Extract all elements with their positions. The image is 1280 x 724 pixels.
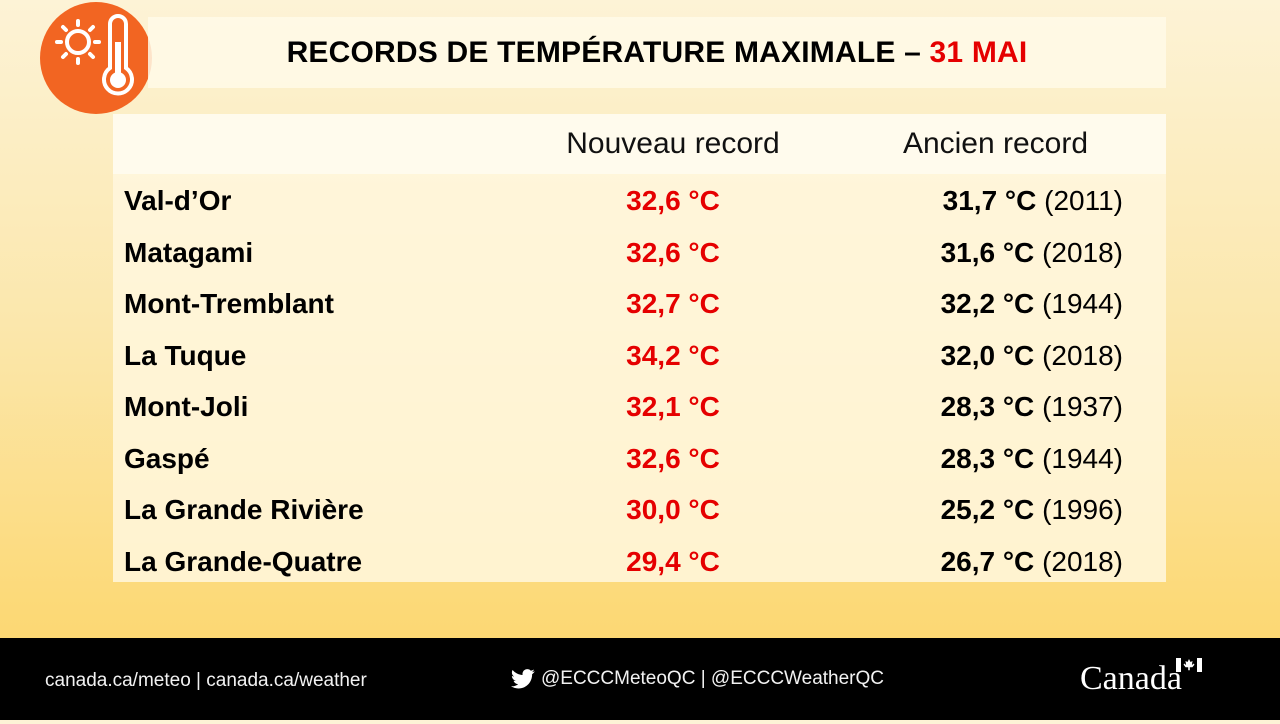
old-record: 28,3 °C (1937) xyxy=(873,381,1123,433)
footer-twitter[interactable]: @ECCCMeteoQC | @ECCCWeatherQC xyxy=(511,638,884,720)
station-name: Mont-Joli xyxy=(124,391,249,422)
old-record: 28,3 °C (1944) xyxy=(873,433,1123,485)
column-header-new-record: Nouveau record xyxy=(566,127,780,160)
title-date: 31 MAI xyxy=(929,35,1028,69)
new-record-value: 32,6 °C xyxy=(626,185,720,216)
table-row: Gaspé 32,6 °C 28,3 °C (1944) xyxy=(113,433,1166,485)
station-name: Val-d’Or xyxy=(124,185,232,216)
title-main: RECORDS DE TEMPÉRATURE MAXIMALE – xyxy=(286,35,930,69)
table-header: Nouveau record Ancien record xyxy=(113,114,1166,174)
station-name: La Grande Rivière xyxy=(124,494,364,525)
station-name: La Tuque xyxy=(124,339,247,371)
old-record: 32,0 °C (2018) xyxy=(873,330,1123,382)
new-record-value: 34,2 °C xyxy=(626,339,720,371)
old-record: 25,2 °C (1996) xyxy=(873,484,1123,536)
station-name: La Grande-Quatre xyxy=(124,545,363,577)
table-row: Val-d’Or 32,6 °C 31,7 °C (2011) xyxy=(113,175,1166,227)
old-record-value: 32,2 °C xyxy=(940,288,1035,319)
table-row: La Tuque 34,2 °C 32,0 °C (2018) xyxy=(113,330,1166,382)
old-record-year: (1996) xyxy=(1042,494,1123,525)
station-name: Mont-Tremblant xyxy=(124,288,334,319)
canada-wordmark: Canada xyxy=(1080,654,1208,704)
old-record-value: 25,2 °C xyxy=(940,494,1035,525)
title-bar: RECORDS DE TEMPÉRATURE MAXIMALE – 31 MAI xyxy=(148,17,1166,88)
page-title: RECORDS DE TEMPÉRATURE MAXIMALE – 31 MAI xyxy=(287,36,1028,70)
old-record-value: 28,3 °C xyxy=(940,391,1035,422)
footer-websites[interactable]: canada.ca/meteo | canada.ca/weather xyxy=(45,670,367,691)
old-record-value: 31,6 °C xyxy=(940,236,1035,268)
table-row: La Grande Rivière 30,0 °C 25,2 °C (1996) xyxy=(113,484,1166,536)
old-record-value: 32,0 °C xyxy=(940,339,1035,371)
table-row: Matagami 32,6 °C 31,6 °C (2018) xyxy=(113,227,1166,279)
new-record-value: 32,7 °C xyxy=(626,288,720,319)
new-record-value: 30,0 °C xyxy=(626,494,720,525)
old-record: 31,7 °C (2011) xyxy=(873,175,1123,227)
old-record-value: 31,7 °C xyxy=(942,185,1037,216)
old-record-year: (2011) xyxy=(1044,185,1123,216)
sun-thermometer-icon xyxy=(38,2,154,114)
new-record-value: 32,1 °C xyxy=(626,391,720,422)
old-record-year: (1944) xyxy=(1042,288,1123,319)
table-row: La Grande-Quatre 29,4 °C 26,7 °C (2018) xyxy=(113,536,1166,588)
new-record-value: 32,6 °C xyxy=(626,236,720,268)
table-row: Mont-Tremblant 32,7 °C 32,2 °C (1944) xyxy=(113,278,1166,330)
old-record-year: (2018) xyxy=(1042,339,1123,371)
table-body: Val-d’Or 32,6 °C 31,7 °C (2011) Matagami… xyxy=(113,174,1166,587)
column-header-old-record: Ancien record xyxy=(902,127,1089,160)
old-record-value: 28,3 °C xyxy=(940,442,1035,474)
old-record-value: 26,7 °C xyxy=(940,545,1035,577)
old-record: 26,7 °C (2018) xyxy=(873,536,1123,588)
station-name: Matagami xyxy=(124,236,254,268)
old-record-year: (1937) xyxy=(1042,391,1123,422)
old-record-year: (1944) xyxy=(1042,442,1123,474)
station-name: Gaspé xyxy=(124,442,210,474)
new-record-value: 32,6 °C xyxy=(626,442,720,474)
old-record: 31,6 °C (2018) xyxy=(873,227,1123,279)
new-record-value: 29,4 °C xyxy=(626,545,720,577)
canada-wordmark-text: Canada xyxy=(1080,660,1182,697)
footer: canada.ca/meteo | canada.ca/weather @ECC… xyxy=(0,638,1280,720)
old-record-year: (2018) xyxy=(1042,545,1123,577)
table-row: Mont-Joli 32,1 °C 28,3 °C (1937) xyxy=(113,381,1166,433)
canada-flag-icon xyxy=(1176,658,1202,672)
records-table: Nouveau record Ancien record Val-d’Or 32… xyxy=(113,114,1166,582)
twitter-handles: @ECCCMeteoQC | @ECCCWeatherQC xyxy=(541,668,885,689)
old-record-year: (2018) xyxy=(1042,236,1123,268)
twitter-bird-icon xyxy=(511,669,535,689)
old-record: 32,2 °C (1944) xyxy=(873,278,1123,330)
